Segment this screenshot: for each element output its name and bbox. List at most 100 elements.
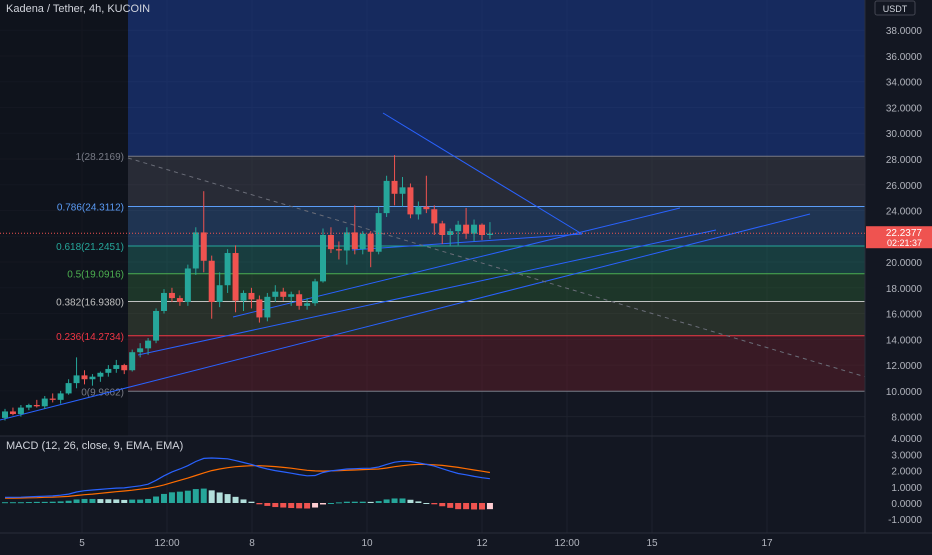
macd-histogram-bar xyxy=(248,501,255,503)
macd-histogram-bar xyxy=(41,501,48,503)
currency-label: USDT xyxy=(883,4,908,14)
macd-axis-label: -1.0000 xyxy=(888,515,922,526)
macd-histogram-bar xyxy=(463,503,470,510)
time-axis-label: 17 xyxy=(761,538,773,549)
price-axis-label: 24.0000 xyxy=(886,207,923,218)
candle-body xyxy=(375,213,382,252)
candle-body xyxy=(41,398,48,407)
price-axis-label: 38.0000 xyxy=(886,26,923,37)
macd-histogram-bar xyxy=(192,489,199,503)
current-price-tag xyxy=(866,226,932,249)
price-axis-label: 8.0000 xyxy=(891,413,922,424)
fib-level-label: 0.786(24.3112) xyxy=(57,203,124,214)
macd-histogram-bar xyxy=(17,502,24,504)
candle-body xyxy=(129,352,136,371)
candle-body xyxy=(153,310,160,341)
candle-body xyxy=(200,232,207,261)
time-axis-label: 10 xyxy=(361,538,373,549)
candle-body xyxy=(399,187,406,194)
macd-histogram-bar xyxy=(137,499,144,503)
candle-body xyxy=(256,299,263,318)
candle-body xyxy=(57,393,64,400)
time-axis-label: 5 xyxy=(79,538,85,549)
candle-body xyxy=(343,232,350,251)
macd-histogram-bar xyxy=(439,503,446,507)
fib-level-label: 1(28.2169) xyxy=(76,152,124,163)
candle-body xyxy=(176,298,183,302)
macd-histogram-bar xyxy=(49,501,56,503)
candle-body xyxy=(168,292,175,299)
macd-histogram-bar xyxy=(81,498,88,503)
macd-histogram-bar xyxy=(312,503,319,508)
macd-histogram-bar xyxy=(25,502,32,504)
trendline-support-long[interactable] xyxy=(0,213,811,421)
candle-body xyxy=(9,411,16,415)
candle-body xyxy=(367,233,374,252)
macd-histogram-bar xyxy=(272,503,279,508)
candle-body xyxy=(471,224,478,234)
fib-zone xyxy=(128,335,865,392)
macd-histogram-bar xyxy=(479,503,485,510)
candle-body xyxy=(272,291,279,297)
candle-body xyxy=(455,224,462,232)
candle-body xyxy=(224,253,231,286)
fib-zone-extension xyxy=(128,0,865,157)
time-axis-label: 12 xyxy=(476,538,488,549)
macd-histogram-bar xyxy=(33,501,40,503)
macd-axis-label: 0.0000 xyxy=(891,499,922,510)
macd-histogram-bar xyxy=(161,493,167,503)
trendline-triangle-base[interactable] xyxy=(351,233,583,251)
price-axis-label: 10.0000 xyxy=(886,387,923,398)
fib-level-label: 0(9.9662) xyxy=(81,387,124,398)
candle-body xyxy=(391,180,398,194)
macd-histogram-bar xyxy=(121,499,128,503)
candle-body xyxy=(351,232,358,250)
price-axis-label: 36.0000 xyxy=(886,52,923,63)
macd-histogram-bar xyxy=(367,501,374,503)
macd-histogram-bar xyxy=(153,496,160,503)
macd-histogram-bar xyxy=(471,503,478,510)
macd-histogram-bar xyxy=(343,501,350,503)
macd-histogram-bar xyxy=(65,500,72,503)
macd-histogram-bar xyxy=(89,498,96,503)
price-axis-label: 20.0000 xyxy=(886,258,923,269)
macd-histogram-bar xyxy=(129,499,136,503)
macd-histogram-bar xyxy=(383,499,390,503)
time-axis[interactable]: 5 12:00 8 10 12 12:00 15 17 xyxy=(0,532,932,550)
candle-body xyxy=(264,296,271,318)
candle-body xyxy=(304,303,311,306)
macd-histogram-bar xyxy=(407,499,414,503)
price-axis[interactable]: 38.0000 36.0000 34.0000 32.0000 30.0000 28.00… xyxy=(0,0,932,533)
macd-histogram-bar xyxy=(288,503,295,509)
macd-histogram-bar xyxy=(113,499,120,503)
price-axis-label: 32.0000 xyxy=(886,103,923,114)
candle-body xyxy=(49,398,56,400)
candle-body xyxy=(312,281,319,304)
macd-histogram-bar xyxy=(320,503,326,505)
trendline-dashed[interactable] xyxy=(127,157,867,378)
candle-body xyxy=(145,340,152,349)
macd-axis-label: 4.0000 xyxy=(891,434,922,445)
price-axis-label: 30.0000 xyxy=(886,129,923,140)
trendline-support-mid[interactable] xyxy=(137,229,717,356)
currency-button[interactable]: USDT xyxy=(874,0,916,16)
time-axis-label: 8 xyxy=(249,538,255,549)
candle-body xyxy=(192,232,199,269)
macd-title: MACD (12, 26, close, 9, EMA, EMA) xyxy=(6,440,183,452)
macd-histogram-bar xyxy=(431,503,438,505)
trendline-resistance[interactable] xyxy=(382,112,583,235)
macd-histogram-bar xyxy=(105,499,112,503)
candle-countdown: 02:21:37 xyxy=(887,238,922,248)
candle-body xyxy=(486,233,493,235)
macd-histogram-bar xyxy=(184,490,191,503)
current-price-label: 22.2377 xyxy=(886,228,923,239)
macd-histogram-bar xyxy=(200,488,207,503)
macd-histogram-bar xyxy=(73,499,80,503)
fibonacci-retracement[interactable]: 1(28.2169) 0.786(24.3112) 0.618(21.2451) 0.… xyxy=(56,0,865,398)
candle-body xyxy=(113,365,120,369)
macd-histogram-bar xyxy=(335,502,342,504)
candle-body xyxy=(137,348,144,353)
price-axis-label: 12.0000 xyxy=(886,361,923,372)
